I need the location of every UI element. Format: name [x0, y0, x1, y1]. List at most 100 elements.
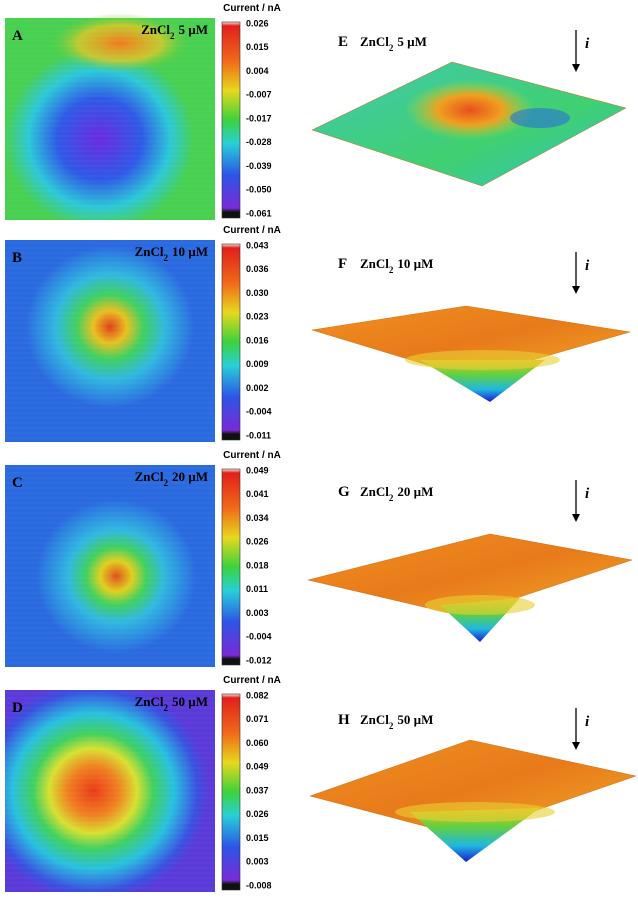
colorbar-tick-label: 0.018 [246, 560, 269, 570]
panel-label: G [338, 484, 350, 500]
colorbar-tick-label: 0.082 [246, 690, 269, 700]
colorbar-tick-label: -0.061 [246, 208, 272, 218]
compound: ZnCl [360, 712, 389, 727]
colorbar-tick-label: 0.004 [246, 66, 269, 76]
compound: ZnCl [135, 694, 164, 709]
compound: ZnCl [135, 469, 164, 484]
panel-label: F [338, 256, 347, 272]
colorbar-tick-label: 0.009 [246, 359, 269, 369]
colorbar-tick-label: -0.028 [246, 137, 272, 147]
surface [309, 739, 637, 837]
colorbar-tick-label: -0.012 [246, 655, 272, 665]
arrow-head [572, 742, 580, 750]
surface-rim [405, 350, 560, 370]
panel-title: ZnCl2 50 µM [360, 712, 433, 731]
colorbar-tick-label: 0.026 [246, 537, 269, 547]
axis-label: i [585, 36, 590, 52]
colorbar-tick-label: 0.043 [246, 240, 269, 250]
surface-mound [405, 80, 535, 140]
subscript: 2 [163, 703, 168, 713]
concentration: 20 µM [397, 484, 433, 499]
compound: ZnCl [141, 22, 170, 37]
axis-label: i [585, 486, 590, 502]
colorbar [221, 243, 241, 441]
colorbar-tick-label: 0.049 [246, 762, 269, 772]
arrow-head [572, 64, 580, 72]
subscript: 2 [170, 31, 175, 41]
subscript: 2 [163, 253, 168, 263]
colorbar-tick-label: 0.060 [246, 738, 269, 748]
subscript: 2 [389, 265, 394, 275]
subscript: 2 [389, 493, 394, 503]
concentration: 10 µM [172, 244, 208, 259]
concentration: 20 µM [172, 469, 208, 484]
concentration: 5 µM [397, 34, 427, 49]
colorbar-tick-label: 0.071 [246, 714, 269, 724]
colorbar-tick-label: 0.011 [246, 584, 268, 594]
colorbar-tick-label: 0.036 [246, 264, 269, 274]
colorbar-tick-label: -0.017 [246, 113, 272, 123]
colorbar-title: Current / nA [223, 3, 281, 14]
colorbar [221, 468, 241, 666]
colorbar-tick-label: 0.023 [246, 312, 269, 322]
panel-label: A [12, 28, 23, 44]
colorbar-tick-label: -0.008 [246, 880, 272, 890]
surface-rim [395, 802, 555, 822]
colorbar-tick-label: 0.015 [246, 833, 269, 843]
colorbar-title: Current / nA [223, 675, 281, 686]
colorbar-tick-label: 0.034 [246, 513, 269, 523]
panel-title: ZnCl2 5 µM [141, 22, 208, 41]
colorbar-tick-label: 0.030 [246, 288, 269, 298]
panel-title: ZnCl2 10 µM [360, 256, 433, 275]
panel-label: H [338, 712, 350, 728]
surface-rim [425, 595, 535, 615]
surface-dip [410, 808, 540, 862]
panel-label: C [12, 475, 23, 491]
compound: ZnCl [135, 244, 164, 259]
concentration: 50 µM [397, 712, 433, 727]
heatmap [5, 240, 215, 442]
colorbar [221, 21, 241, 219]
panel-title: ZnCl2 10 µM [135, 244, 208, 263]
arrow-head [572, 514, 580, 522]
subscript: 2 [163, 478, 168, 488]
heatmap-hotspot [50, 13, 190, 73]
colorbar-tick-label: 0.003 [246, 857, 269, 867]
colorbar-tick-label: 0.026 [246, 809, 269, 819]
compound: ZnCl [360, 256, 389, 271]
concentration: 10 µM [397, 256, 433, 271]
colorbar-tick-label: -0.039 [246, 161, 272, 171]
concentration: 50 µM [172, 694, 208, 709]
colorbar-tick-label: 0.002 [246, 383, 269, 393]
panel-title: ZnCl2 5 µM [360, 34, 427, 53]
concentration: 5 µM [178, 22, 208, 37]
colorbar-tick-label: 0.003 [246, 608, 269, 618]
heatmap [5, 690, 215, 892]
colorbar-tick-label: 0.015 [246, 42, 269, 52]
subscript: 2 [389, 43, 394, 53]
panel-title: ZnCl2 20 µM [135, 469, 208, 488]
heatmap [5, 465, 215, 667]
colorbar-tick-label: 0.049 [246, 465, 269, 475]
colorbar-title: Current / nA [223, 450, 281, 461]
colorbar-tick-label: -0.004 [246, 407, 272, 417]
subscript: 2 [389, 721, 394, 731]
panel-title: ZnCl2 50 µM [135, 694, 208, 713]
axis-label: i [585, 714, 590, 730]
panel-title: ZnCl2 20 µM [360, 484, 433, 503]
colorbar-tick-label: 0.041 [246, 489, 269, 499]
colorbar-tick-label: -0.004 [246, 632, 272, 642]
arrow-head [572, 286, 580, 294]
colorbar-tick-label: 0.016 [246, 335, 269, 345]
colorbar-tick-label: 0.026 [246, 18, 269, 28]
colorbar-title: Current / nA [223, 225, 281, 236]
compound: ZnCl [360, 34, 389, 49]
colorbar-tick-label: 0.037 [246, 785, 269, 795]
panel-label: B [12, 250, 22, 266]
surface [307, 533, 633, 617]
surface-well [510, 108, 570, 128]
axis-label: i [585, 258, 590, 274]
panel-label: D [12, 700, 23, 716]
colorbar [221, 693, 241, 891]
